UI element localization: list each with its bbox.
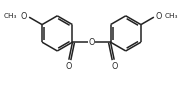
Text: O: O [111, 62, 117, 71]
Text: O: O [66, 62, 72, 71]
Text: CH₃: CH₃ [4, 13, 17, 19]
Text: O: O [21, 12, 27, 21]
Text: O: O [88, 38, 95, 47]
Text: CH₃: CH₃ [165, 13, 178, 19]
Text: O: O [156, 12, 162, 21]
